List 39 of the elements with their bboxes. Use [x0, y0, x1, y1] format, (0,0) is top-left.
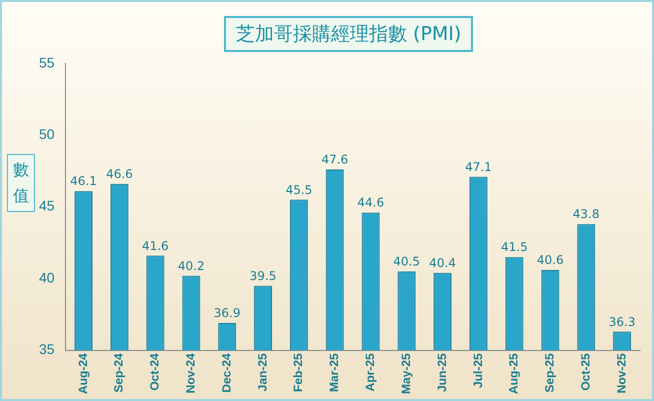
x-tick-label: Mar-25 — [327, 352, 342, 392]
x-tick-label: Apr-25 — [363, 352, 378, 392]
data-label: 36.9 — [214, 306, 240, 320]
y-tick-label: 55 — [38, 54, 55, 70]
y-axis-title: 數值 — [8, 157, 34, 209]
data-label: 43.8 — [572, 207, 600, 222]
x-tick-label: Aug-24 — [76, 352, 90, 394]
x-tick-label: Aug-25 — [506, 352, 521, 394]
x-tick-label: Jan-25 — [255, 352, 270, 392]
x-tick-label: Jun-25 — [434, 352, 449, 392]
data-label: 40.4 — [429, 256, 456, 270]
data-label: 46.1 — [70, 174, 97, 188]
data-label: 45.5 — [286, 182, 312, 197]
x-tick-label: Sep-24 — [112, 352, 126, 393]
x-tick-label: Nov-24 — [184, 352, 198, 394]
data-label: 47.6 — [321, 152, 348, 167]
x-tick-label: May-25 — [398, 352, 413, 394]
data-label: 41.6 — [142, 238, 169, 253]
chart-title: 芝加哥採購經理指數 (PMI) — [224, 16, 474, 52]
data-label: 36.3 — [608, 314, 636, 329]
y-tick-label: 35 — [38, 341, 55, 358]
data-label: 40.6 — [536, 253, 564, 268]
x-tick-label: Nov-25 — [614, 352, 628, 394]
data-label: 40.2 — [178, 258, 205, 273]
data-label: 47.1 — [465, 160, 492, 174]
data-label: 40.5 — [393, 254, 420, 269]
y-tick-label: 50 — [38, 126, 55, 142]
x-tick-label: Dec-24 — [219, 352, 234, 393]
data-label: 39.5 — [250, 268, 276, 283]
data-label: 46.6 — [106, 167, 133, 182]
y-tick-label: 40 — [38, 269, 55, 286]
x-tick-label: Oct-25 — [578, 353, 592, 391]
x-tick-label: Oct-24 — [148, 353, 162, 391]
x-tick-label: Sep-25 — [542, 352, 557, 393]
x-tick-label: Feb-25 — [291, 352, 306, 392]
x-tick-label: Jul-25 — [470, 352, 485, 388]
y-tick-label: 45 — [38, 198, 55, 214]
data-label: 44.6 — [357, 196, 384, 210]
data-label: 41.5 — [500, 240, 528, 254]
